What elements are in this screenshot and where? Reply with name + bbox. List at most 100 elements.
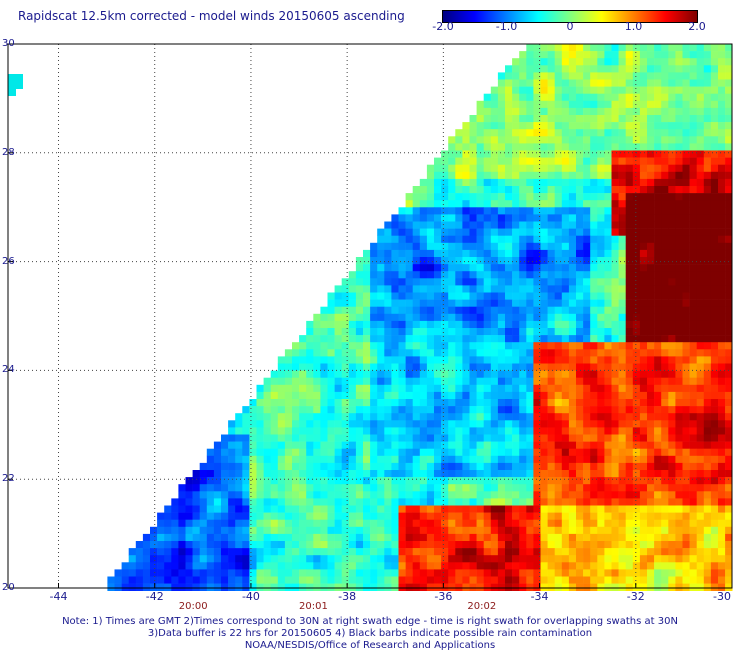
- data-cell: [426, 370, 435, 378]
- data-cell: [313, 328, 321, 336]
- data-cell: [405, 249, 413, 258]
- data-cell: [654, 178, 662, 187]
- data-cell: [597, 391, 605, 400]
- data-cell: [277, 555, 286, 563]
- data-cell: [462, 413, 470, 421]
- data-cell: [150, 562, 158, 570]
- data-cell: [618, 242, 626, 251]
- data-cell: [696, 462, 705, 471]
- data-cell: [654, 427, 662, 435]
- data-cell: [654, 200, 662, 208]
- data-cell: [547, 413, 555, 421]
- data-cell: [632, 519, 641, 528]
- data-cell: [718, 143, 726, 151]
- data-cell: [533, 477, 541, 485]
- data-cell: [476, 136, 484, 144]
- data-cell: [391, 555, 399, 563]
- data-cell: [426, 491, 435, 499]
- data-cell: [703, 271, 712, 279]
- data-cell: [703, 299, 712, 307]
- data-cell: [512, 242, 520, 251]
- data-cell: [696, 335, 705, 343]
- data-cell: [497, 299, 506, 307]
- data-cell: [455, 328, 463, 336]
- data-cell: [490, 420, 499, 428]
- data-cell: [334, 498, 342, 506]
- data-cell: [490, 448, 499, 457]
- data-cell: [647, 285, 655, 293]
- data-cell: [725, 200, 733, 208]
- data-cell: [455, 384, 463, 393]
- data-cell: [419, 292, 428, 300]
- data-cell: [689, 399, 697, 407]
- data-cell: [370, 328, 378, 336]
- data-cell: [519, 555, 527, 563]
- data-cell: [206, 562, 215, 570]
- data-cell: [348, 278, 357, 286]
- data-cell: [334, 285, 342, 293]
- data-cell: [334, 448, 342, 457]
- data-cell: [533, 264, 541, 272]
- data-cell: [178, 541, 186, 549]
- data-cell: [497, 427, 506, 435]
- data-cell: [348, 533, 357, 542]
- data-cell: [462, 455, 470, 464]
- data-cell: [682, 335, 690, 343]
- data-cell: [483, 171, 492, 180]
- data-cell: [469, 228, 477, 236]
- data-cell: [710, 413, 719, 421]
- data-cell: [533, 249, 541, 258]
- data-cell: [632, 484, 641, 492]
- data-cell: [235, 512, 243, 520]
- data-cell: [448, 214, 456, 222]
- data-cell: [696, 377, 705, 386]
- data-cell: [384, 505, 392, 513]
- data-cell: [405, 484, 413, 492]
- data-cell: [725, 427, 733, 435]
- data-cell: [327, 562, 335, 570]
- data-cell: [284, 441, 293, 449]
- data-cell: [647, 257, 655, 265]
- data-cell: [377, 391, 385, 400]
- data-cell: [512, 342, 520, 350]
- data-cell: [348, 484, 357, 492]
- data-cell: [157, 583, 165, 591]
- data-cell: [611, 491, 619, 499]
- data-cell: [441, 157, 449, 165]
- data-cell: [625, 413, 634, 421]
- data-cell: [561, 491, 570, 499]
- data-cell: [277, 569, 286, 577]
- data-cell: [320, 562, 328, 570]
- data-cell: [419, 299, 428, 307]
- data-cell: [348, 555, 357, 563]
- data-cell: [561, 441, 570, 449]
- data-cell: [675, 335, 683, 343]
- data-cell: [327, 335, 335, 343]
- data-cell: [462, 427, 470, 435]
- data-cell: [455, 200, 463, 208]
- data-cell: [533, 391, 541, 400]
- data-cell: [235, 533, 243, 542]
- data-cell: [647, 441, 655, 449]
- data-cell: [476, 406, 484, 414]
- data-cell: [391, 320, 399, 329]
- data-cell: [242, 484, 250, 492]
- data-cell: [299, 576, 307, 584]
- data-cell: [419, 306, 428, 315]
- data-cell: [561, 249, 570, 258]
- data-cell: [526, 498, 534, 506]
- data-cell: [689, 143, 697, 151]
- data-cell: [682, 271, 690, 279]
- data-cell: [242, 526, 250, 535]
- data-cell: [618, 526, 626, 535]
- data-cell: [576, 285, 584, 293]
- data-cell: [689, 470, 697, 478]
- data-cell: [192, 477, 200, 485]
- data-cell: [639, 122, 648, 130]
- data-cell: [625, 178, 634, 187]
- data-cell: [348, 271, 357, 279]
- data-cell: [426, 292, 435, 300]
- data-cell: [547, 299, 555, 307]
- data-cell: [696, 235, 705, 244]
- data-cell: [490, 328, 499, 336]
